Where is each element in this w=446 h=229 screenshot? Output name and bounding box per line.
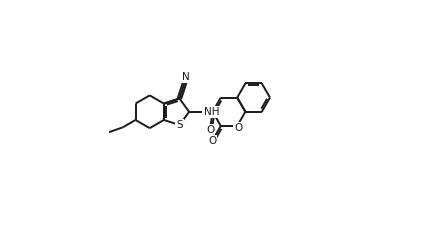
Text: NH: NH xyxy=(204,107,220,117)
Text: O: O xyxy=(206,125,215,135)
Text: O: O xyxy=(234,123,243,133)
Text: O: O xyxy=(208,136,216,146)
Text: S: S xyxy=(176,120,183,130)
Text: N: N xyxy=(182,72,190,82)
